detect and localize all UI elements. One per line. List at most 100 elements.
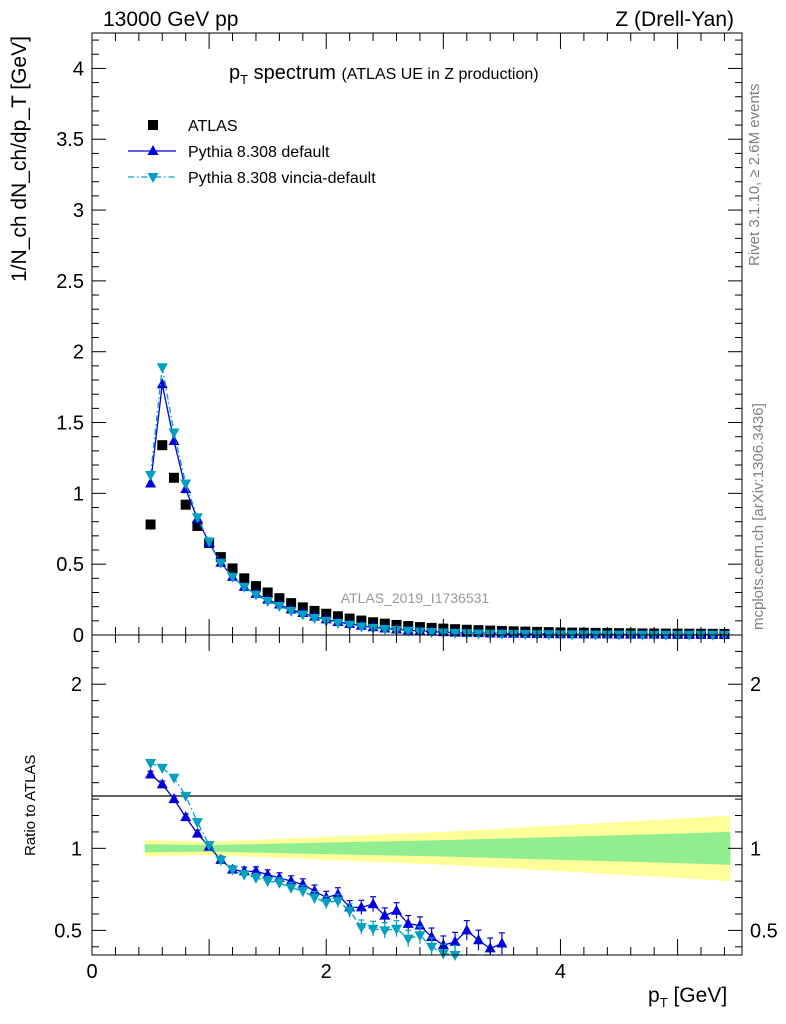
ratio-point-0-21 — [391, 904, 403, 915]
rivet-label: Rivet 3.1.10, ≥ 2.6M events — [746, 83, 763, 267]
title-sub: T — [240, 72, 249, 87]
xtick-label-0: 0 — [86, 961, 97, 983]
main-point-2-10 — [262, 597, 274, 608]
legend-label-2: Pythia 8.308 vincia-default — [188, 170, 376, 187]
ratio-point-1-26 — [449, 951, 461, 961]
main-point-2-8 — [238, 582, 250, 593]
legend-entry-1: Pythia 8.308 default — [128, 144, 330, 161]
main-point-2-18 — [355, 622, 367, 633]
ratio-point-1-1 — [156, 763, 168, 774]
ratio-point-1-10 — [262, 877, 274, 888]
plot-title: pT spectrum (ATLAS UE in Z production) — [229, 62, 539, 87]
ratio-point-0-0 — [145, 768, 157, 779]
ratio-point-0-30 — [496, 937, 508, 948]
ratio-frame — [91, 634, 743, 956]
ratio-point-1-6 — [215, 855, 227, 866]
ratio-point-1-14 — [309, 893, 321, 904]
main-ytick-label-7: 3.5 — [56, 129, 84, 151]
main-point-0-7 — [227, 563, 238, 574]
ratio-point-1-13 — [297, 887, 309, 897]
y-axis-label-text: 1/N_ch dN_ch/dp_T [GeV] — [8, 36, 31, 282]
legend-entry-2: Pythia 8.308 vincia-default — [128, 170, 376, 187]
ratio-point-1-9 — [250, 873, 262, 884]
main-ytick-label-2: 1 — [73, 483, 84, 505]
main-point-2-20 — [379, 625, 391, 636]
main-ytick-label-0: 0 — [73, 625, 84, 647]
main-point-2-12 — [285, 606, 297, 617]
ratio-point-1-7 — [227, 865, 239, 876]
main-point-2-22 — [402, 626, 414, 637]
main-point-2-1 — [156, 363, 168, 374]
main-point-2-7 — [227, 572, 239, 583]
main-ytick-label-8: 4 — [73, 58, 84, 80]
main-series-0 — [145, 440, 730, 639]
ratio-ytick-label-right-0: 0.5 — [750, 920, 778, 942]
main-point-2-6 — [215, 558, 227, 569]
main-ytick-label-4: 2 — [73, 342, 84, 364]
main-point-2-2 — [168, 428, 180, 439]
watermark: ATLAS_2019_I1736531 — [341, 590, 490, 606]
legend-label-0: ATLAS — [188, 118, 238, 135]
legend-label-1: Pythia 8.308 default — [188, 144, 330, 161]
main-point-0-0 — [145, 519, 156, 530]
main-point-2-46 — [683, 630, 695, 641]
main-point-2-9 — [250, 590, 262, 601]
mcplots-label: mcplots.cern.ch [arXiv:1306.3436] — [750, 403, 767, 630]
main-point-1-1 — [156, 378, 168, 389]
main-point-2-14 — [309, 614, 321, 625]
ratio-point-1-5 — [203, 841, 215, 852]
main-point-0-11 — [274, 593, 285, 604]
ratio-point-1-2 — [168, 773, 180, 784]
main-point-2-17 — [344, 620, 356, 631]
ratio-point-1-8 — [238, 870, 250, 881]
main-point-2-11 — [273, 601, 285, 612]
ratio-point-0-18 — [355, 901, 367, 912]
ratio-point-0-3 — [180, 811, 192, 822]
main-point-2-48 — [707, 630, 719, 641]
main-point-2-38 — [590, 630, 602, 641]
ratio-point-1-17 — [344, 906, 356, 917]
main-ytick-label-3: 1.5 — [56, 413, 84, 435]
y-axis-label-main: 1/N_ch dN_ch/dp_T [GeV] — [8, 36, 32, 282]
x-label-rest: [GeV] — [667, 984, 728, 1007]
ratio-point-0-26 — [449, 935, 461, 946]
ratio-point-0-2 — [168, 793, 180, 804]
main-point-0-8 — [239, 573, 250, 584]
main-point-2-24 — [426, 628, 438, 639]
ratio-point-1-21 — [391, 924, 403, 935]
ratio-point-1-16 — [332, 896, 344, 907]
ratio-point-0-22 — [402, 917, 414, 928]
ratio-ytick-label-0: 0.5 — [54, 920, 82, 942]
ratio-point-0-9 — [250, 865, 262, 876]
xtick-label-1: 2 — [321, 961, 332, 983]
main-point-1-0 — [145, 477, 157, 488]
main-point-0-3 — [180, 499, 191, 510]
title-note: (ATLAS UE in Z production) — [341, 66, 539, 83]
ratio-ytick-label-1: 1 — [71, 838, 82, 860]
main-point-0-2 — [168, 472, 179, 483]
ratio-series-1 — [145, 759, 502, 961]
main-ytick-label-1: 0.5 — [56, 554, 84, 576]
main-point-2-16 — [332, 618, 344, 629]
main-point-0-4 — [192, 520, 203, 531]
ratio-point-0-4 — [191, 827, 203, 838]
main-point-0-9 — [250, 581, 261, 592]
main-point-2-0 — [145, 470, 157, 481]
main-point-2-28 — [472, 629, 484, 640]
ratio-point-0-19 — [367, 898, 379, 909]
main-point-2-3 — [180, 479, 192, 490]
ratio-ytick-label-2: 2 — [71, 674, 82, 696]
ratio-point-0-27 — [461, 924, 473, 935]
main-point-2-5 — [203, 537, 215, 548]
main-point-0-10 — [262, 587, 273, 598]
ratio-band-inner — [144, 831, 731, 865]
main-point-2-44 — [660, 630, 672, 641]
x-label-p: p — [648, 984, 660, 1007]
ratio-point-0-20 — [379, 909, 391, 920]
ratio-point-1-15 — [320, 898, 332, 909]
ratio-point-1-3 — [180, 791, 192, 802]
legend-marker-0 — [148, 120, 158, 130]
ratio-point-1-19 — [367, 924, 379, 935]
title-rest: spectrum — [248, 62, 336, 84]
ratio-ytick-label-right-1: 1 — [750, 838, 761, 860]
